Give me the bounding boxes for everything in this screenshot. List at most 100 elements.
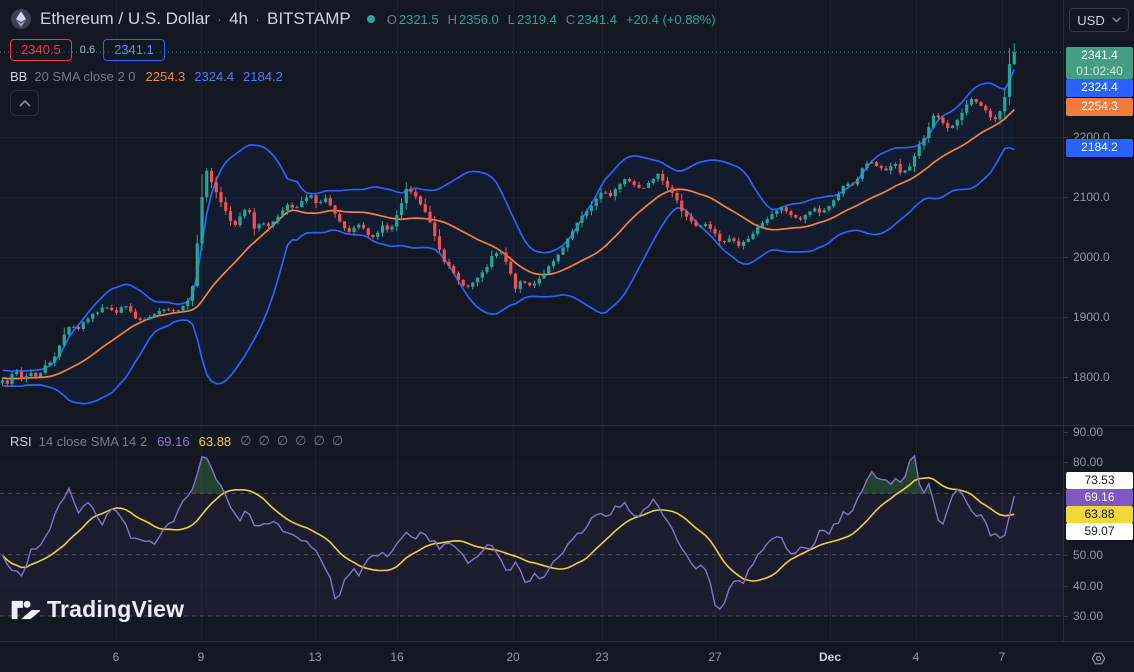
bb-basis-value: 2254.3 — [145, 69, 186, 84]
rsi-overbought-fill — [860, 455, 932, 494]
scale-tick-mark — [1064, 462, 1068, 463]
last-price-badge-value: 2341.4 — [1081, 48, 1118, 62]
open-value: 2321.5 — [398, 11, 439, 27]
rsi-params: 14 close SMA 14 2 — [38, 433, 148, 449]
high-label: H — [447, 11, 458, 27]
time-tick-label: 13 — [308, 650, 322, 664]
hidden-value-icon: ∅ — [276, 433, 289, 448]
chevron-up-icon — [19, 100, 30, 107]
ethereum-icon — [10, 8, 32, 30]
rsi-ma-value: 63.88 — [198, 433, 232, 449]
tradingview-watermark[interactable]: TradingView — [10, 596, 184, 623]
ohlc-values: O 2321.5 H 2356.0 L 2319.4 C 2341.4 +20.4 (+… — [387, 12, 716, 27]
bb-upper-badge-value: 2324.4 — [1081, 80, 1118, 94]
price-tick-label: 1900.0 — [1073, 310, 1110, 324]
close-label: C — [565, 11, 576, 27]
change-value: +20.4 (+0.88%) — [625, 11, 716, 27]
rsi-overbought-fill — [189, 456, 225, 494]
rsi-legend[interactable]: RSI 14 close SMA 14 2 69.16 63.88 ∅ ∅ ∅ … — [10, 433, 350, 449]
market-status-dot — [366, 15, 375, 23]
symbol-name[interactable]: Ethereum / U.S. Dollar — [40, 9, 211, 28]
time-tick-label: 27 — [708, 650, 722, 664]
settings-gear-button[interactable] — [1086, 646, 1110, 670]
bb-fill — [2, 69, 1015, 404]
time-tick-label: 23 — [595, 650, 609, 664]
bb-legend[interactable]: BB 20 SMA close 2 0 2254.3 2324.4 2184.2 — [10, 69, 292, 84]
price-tick-label: 1800.0 — [1073, 370, 1110, 384]
rsi-name: RSI — [10, 433, 32, 449]
bb-basis-badge-value: 2254.3 — [1081, 99, 1118, 113]
bb-lower-badge-value: 2184.2 — [1081, 140, 1118, 154]
bb-upper-value: 2324.4 — [194, 69, 235, 84]
time-tick-label: 20 — [506, 650, 520, 664]
currency-selector[interactable]: USD — [1069, 8, 1129, 32]
bb-name: BB — [10, 69, 28, 84]
chevron-down-icon — [1112, 17, 1121, 23]
chart-canvas[interactable] — [0, 0, 1063, 641]
scale-tick-mark — [1064, 432, 1068, 433]
bb-basis-badge: 2254.3 — [1066, 98, 1133, 116]
spread-value: 0.6 — [79, 44, 96, 56]
bb-basis-line — [2, 108, 1015, 380]
low-label: L — [507, 11, 516, 27]
rsi-ma-line — [1, 476, 1015, 582]
interval-label[interactable]: 4h — [229, 9, 248, 28]
rsi-tick-label: 30.00 — [1073, 609, 1104, 623]
last-price-badge: 2341.4 01:02:40 — [1066, 47, 1133, 79]
bb-lower-badge: 2184.2 — [1066, 139, 1133, 157]
rsi-tick-label: 50.00 — [1073, 548, 1104, 562]
currency-label: USD — [1077, 12, 1105, 28]
gear-icon — [1091, 652, 1105, 664]
hidden-value-icon: ∅ — [240, 433, 252, 448]
rsi-pane — [0, 454, 1063, 617]
scale-tick-mark — [1064, 377, 1068, 378]
low-value: 2319.4 — [517, 11, 557, 27]
rsi-upper-band-badge: 73.53 — [1066, 472, 1133, 489]
collapse-legend-button[interactable] — [10, 90, 39, 116]
symbol-header[interactable]: Ethereum / U.S. Dollar · 4h · BITSTAMP O… — [10, 6, 716, 32]
scale-tick-mark — [1064, 586, 1068, 587]
separator: · — [217, 10, 223, 28]
scale-tick-mark — [1064, 616, 1068, 617]
pane-separator — [1064, 425, 1134, 426]
bb-lower-value: 2184.2 — [243, 69, 283, 84]
time-tick-label: 7 — [998, 650, 1006, 664]
exchange-label: BITSTAMP — [266, 9, 351, 28]
rsi-ma-badge-value: 63.88 — [1084, 507, 1115, 521]
rsi-lower-band-badge-value: 59.07 — [1084, 524, 1115, 538]
buy-button[interactable]: 2341.1 — [103, 39, 165, 61]
hidden-value-icon: ∅ — [331, 433, 344, 448]
price-pane — [0, 43, 1063, 405]
time-axis[interactable]: 6 9 13 16 20 23 27 Dec 4 7 — [0, 641, 1134, 672]
rsi-lower-band-badge: 59.07 — [1066, 523, 1133, 540]
tradingview-logo-icon — [11, 600, 40, 619]
rsi-value-badge-value: 69.16 — [1084, 490, 1115, 504]
rsi-line — [1, 454, 1015, 611]
scale-tick-mark — [1064, 137, 1068, 138]
time-tick-label: 9 — [197, 650, 205, 664]
time-tick-label: Dec — [818, 650, 842, 664]
hidden-value-icon: ∅ — [313, 433, 325, 448]
bb-upper-badge: 2324.4 — [1066, 79, 1133, 97]
rsi-tick-label: 90.00 — [1073, 425, 1104, 439]
price-tick-label: 2100.0 — [1073, 190, 1110, 204]
trade-buttons: 2340.5 0.6 2341.1 — [10, 39, 165, 61]
time-tick-label: 6 — [112, 650, 120, 664]
rsi-ma-badge: 63.88 — [1066, 506, 1133, 523]
high-value: 2356.0 — [459, 11, 499, 27]
close-value: 2341.4 — [577, 11, 617, 27]
sell-button[interactable]: 2340.5 — [10, 39, 72, 61]
rsi-tick-label: 40.00 — [1073, 579, 1104, 593]
time-tick-label: 4 — [912, 650, 920, 664]
time-tick-label: 16 — [390, 650, 404, 664]
hidden-value-icon: ∅ — [258, 433, 270, 448]
rsi-value-badge: 69.16 — [1066, 489, 1133, 506]
scale-tick-mark — [1064, 555, 1068, 556]
open-label: O — [386, 11, 397, 27]
scale-tick-mark — [1064, 197, 1068, 198]
countdown-timer: 01:02:40 — [1076, 64, 1123, 78]
price-scale[interactable]: USD 2200.0 2100.0 2000.0 1900.0 1800.0 90.00 8… — [1063, 0, 1134, 641]
grid-lines — [0, 0, 1063, 641]
scale-tick-mark — [1064, 257, 1068, 258]
